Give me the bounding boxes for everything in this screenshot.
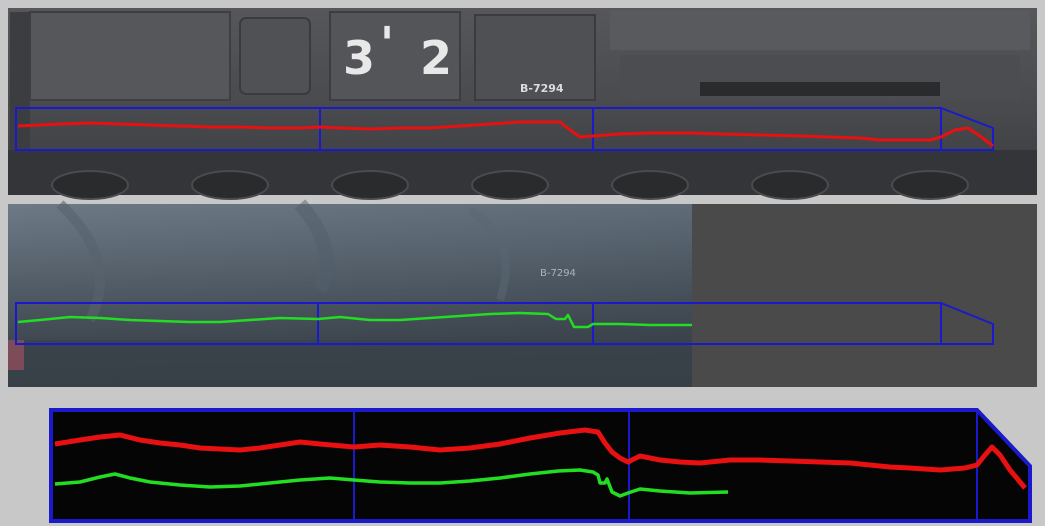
bottom-outline [49, 408, 1032, 523]
middle-region-boxes [15, 301, 994, 345]
top-photo-panel: 3 ' 2 B-7294 [8, 8, 1037, 200]
bottom-red-profile [54, 427, 1027, 490]
bottom-profile-panel [49, 408, 1032, 523]
bottom-black-region [51, 410, 1030, 521]
middle-empty-area [692, 204, 1037, 387]
middle-green-profile [17, 311, 692, 329]
hull-code: B-7294 [520, 82, 564, 95]
bottom-green-profile [54, 468, 729, 498]
hull-number-right: 2 [420, 31, 452, 85]
hull-number-left: 3 [343, 31, 375, 85]
middle-box-tail [940, 301, 994, 345]
middle-photo-panel: B-7294 [8, 199, 692, 387]
hull-number-apostrophe: ' [380, 17, 394, 71]
top-red-profile [17, 120, 994, 148]
middle-faint-code: B-7294 [540, 268, 576, 279]
